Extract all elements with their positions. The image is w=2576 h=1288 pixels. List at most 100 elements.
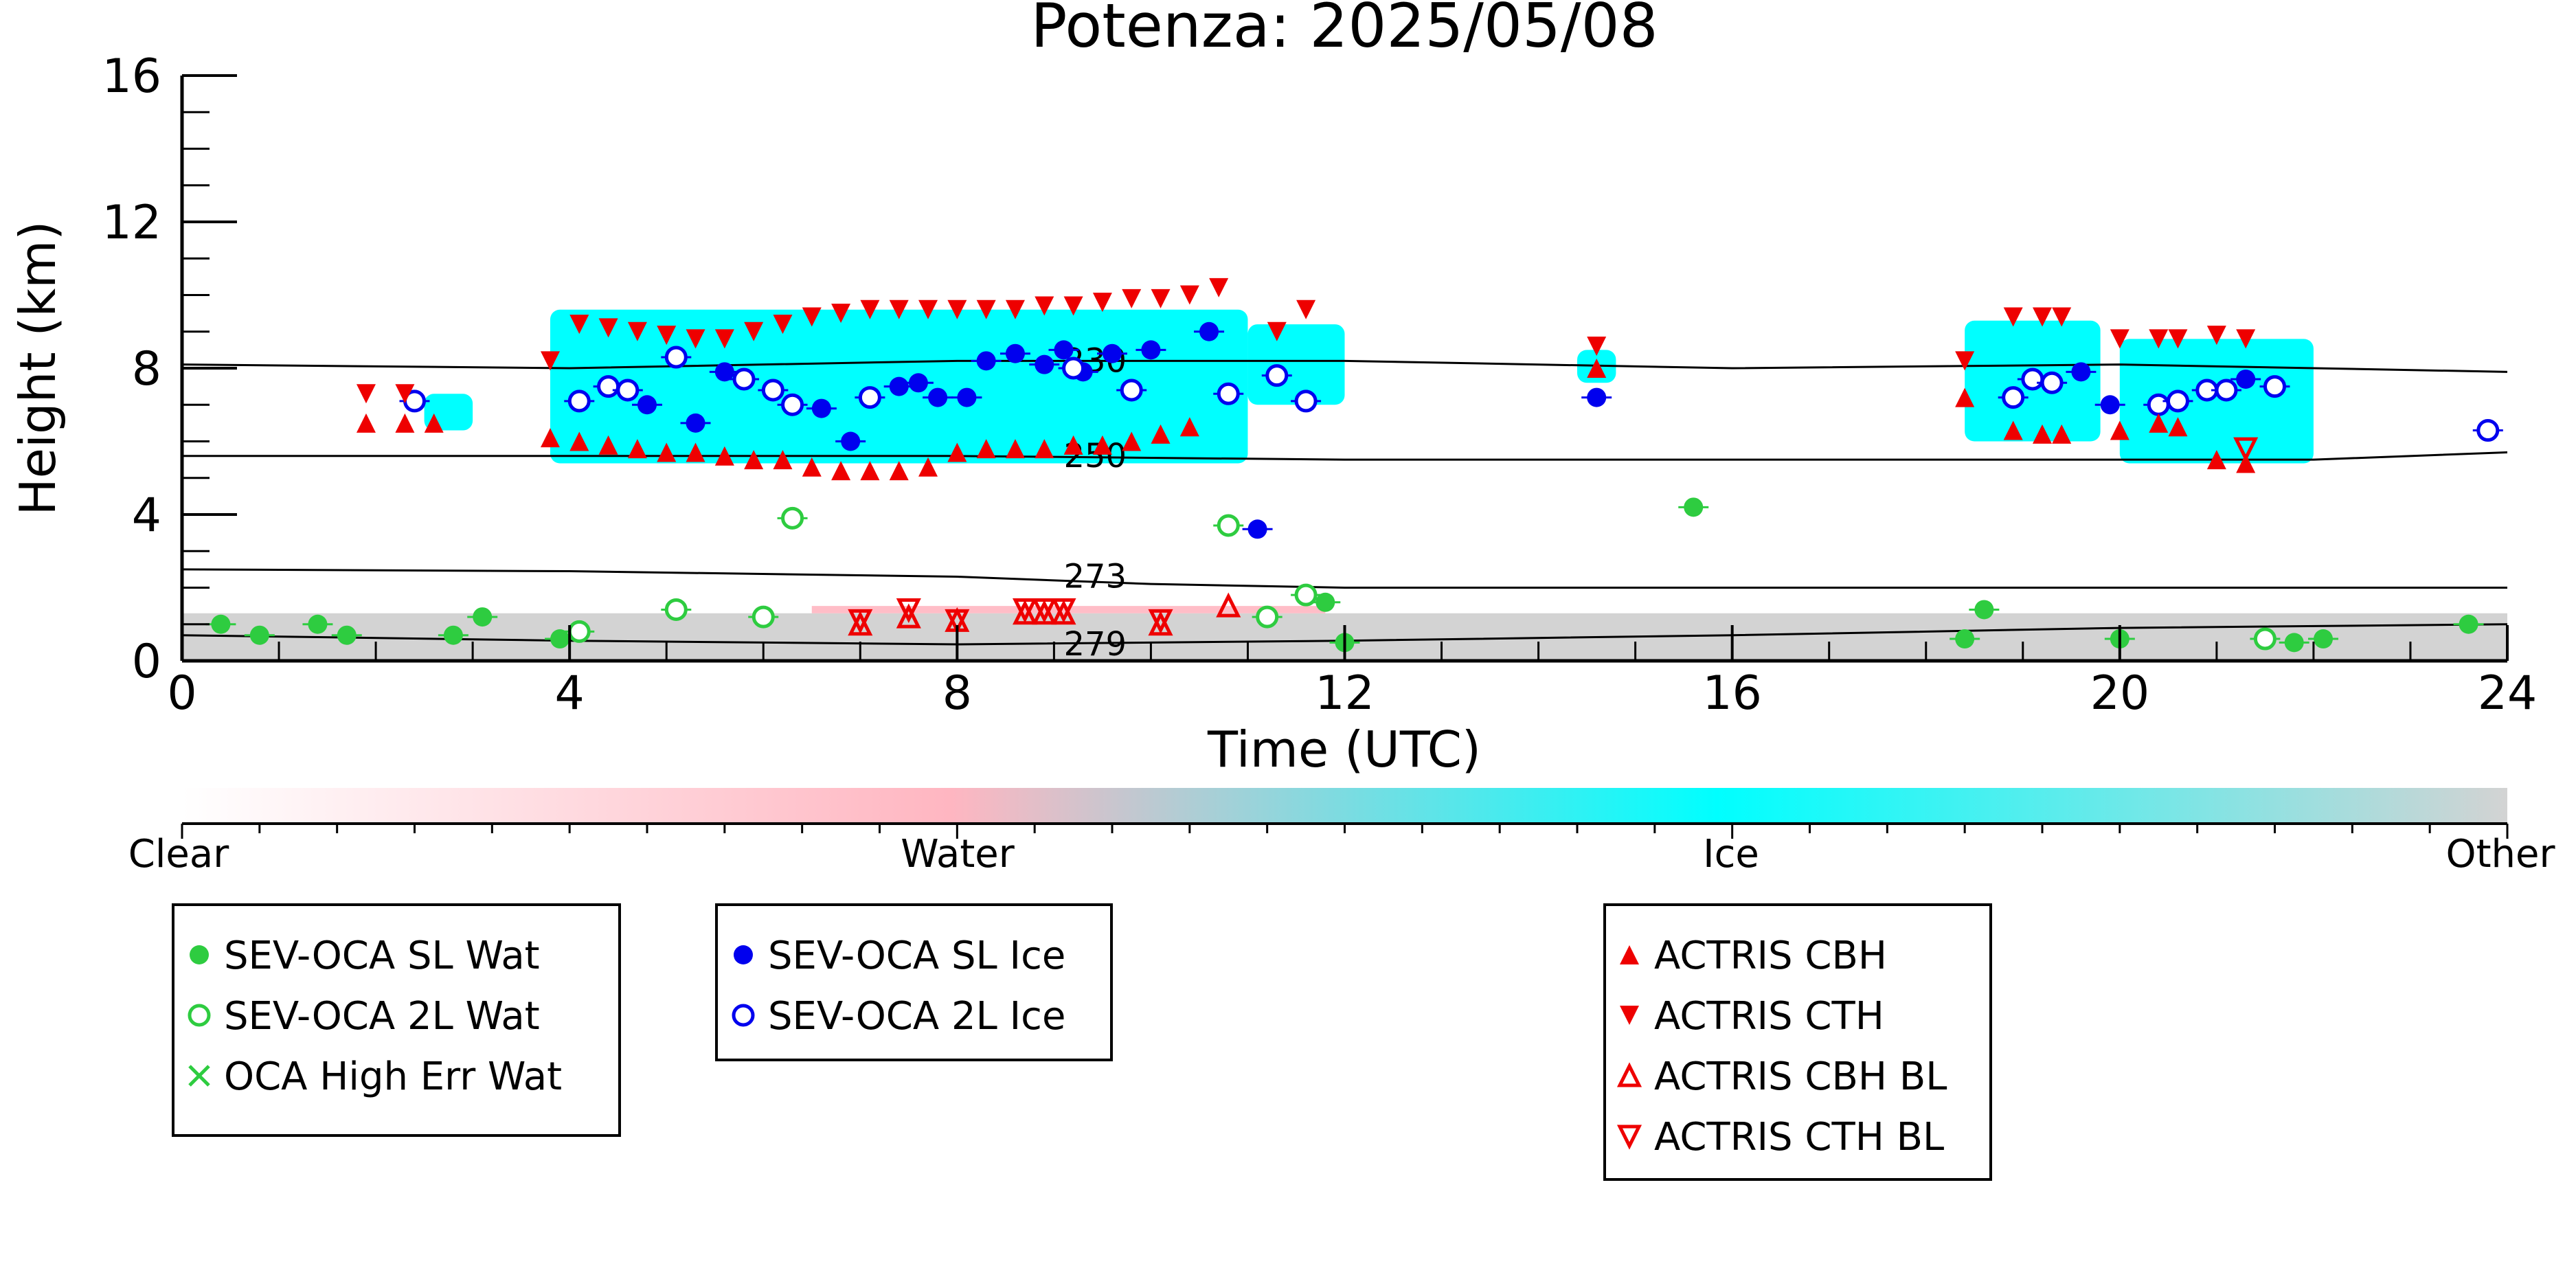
series-sev-oca-2l-wat xyxy=(564,506,2281,651)
data-point xyxy=(2021,368,2044,391)
data-point xyxy=(2236,329,2256,349)
legend-label: ACTRIS CTH BL xyxy=(1654,1115,1944,1160)
data-point xyxy=(249,625,269,645)
data-point xyxy=(2071,362,2091,382)
data-point xyxy=(1151,289,1171,308)
data-point xyxy=(2263,375,2286,398)
data-point xyxy=(2206,326,2226,346)
x-tick-label: 24 xyxy=(2478,666,2538,721)
legend-label: SEV-OCA SL Wat xyxy=(224,934,540,978)
y-tick-label: 12 xyxy=(102,196,161,250)
data-point xyxy=(2052,424,2072,444)
data-point xyxy=(2314,629,2334,649)
data-point xyxy=(841,431,861,451)
data-point xyxy=(2002,386,2025,409)
data-point xyxy=(1122,431,1142,451)
data-point xyxy=(1209,278,1229,297)
data-point xyxy=(831,461,851,481)
data-point xyxy=(908,373,928,393)
data-point xyxy=(1013,598,1038,624)
data-point xyxy=(1684,497,1704,517)
legend-box-water xyxy=(172,903,621,1137)
ice-region xyxy=(1247,324,1345,405)
data-point xyxy=(356,413,376,433)
data-point xyxy=(1265,364,1289,387)
data-point xyxy=(550,629,570,649)
chart-title: Potenza: 2025/05/08 xyxy=(1030,0,1658,61)
data-point xyxy=(308,614,328,634)
data-point xyxy=(2033,307,2052,327)
data-point xyxy=(1062,357,1085,380)
data-point xyxy=(2233,437,2259,462)
x-tick-label: 0 xyxy=(167,666,196,721)
data-point xyxy=(1587,359,1607,378)
data-point xyxy=(811,398,831,418)
legend-label: ACTRIS CBH xyxy=(1654,934,1887,978)
colorbar-label-water: Water xyxy=(901,832,1015,877)
data-markers xyxy=(205,278,2503,653)
y-axis-label: Height (km) xyxy=(9,221,67,516)
data-point xyxy=(896,603,921,629)
data-point xyxy=(567,389,591,413)
data-point xyxy=(1294,389,1318,413)
data-point xyxy=(1955,387,1975,407)
data-point xyxy=(1148,609,1173,635)
data-point xyxy=(657,442,677,462)
data-point xyxy=(567,620,591,643)
data-point xyxy=(2166,389,2189,413)
data-point xyxy=(1217,514,1240,537)
series-actris-cth xyxy=(356,278,2256,404)
data-point xyxy=(2003,420,2023,440)
data-point xyxy=(1035,439,1054,459)
data-point xyxy=(732,368,756,391)
data-point xyxy=(664,598,688,621)
legend-label: SEV-OCA 2L Wat xyxy=(224,994,540,1039)
data-point xyxy=(540,351,560,371)
x-tick-label: 8 xyxy=(942,666,972,721)
data-point xyxy=(657,326,677,346)
data-point xyxy=(848,609,873,635)
legend-label: ACTRIS CBH BL xyxy=(1654,1054,1947,1099)
legend-label: SEV-OCA SL Ice xyxy=(768,934,1065,978)
data-point xyxy=(714,329,734,349)
data-point xyxy=(889,300,909,319)
data-point xyxy=(1294,583,1318,607)
data-point xyxy=(395,384,415,404)
data-point xyxy=(976,351,996,371)
data-point xyxy=(889,461,909,481)
data-point xyxy=(928,387,948,407)
colorbar-label-other: Other xyxy=(2445,832,2555,877)
data-point xyxy=(1035,296,1054,316)
data-point xyxy=(1179,285,1199,305)
x-axis-label: Time (UTC) xyxy=(1207,721,1481,778)
x-tick-label: 20 xyxy=(2090,666,2150,721)
data-point xyxy=(2052,307,2072,327)
data-point xyxy=(918,457,938,477)
legend-label: ACTRIS CTH xyxy=(1654,994,1884,1039)
data-point xyxy=(945,609,970,635)
data-point xyxy=(802,307,822,327)
y-tick-label: 0 xyxy=(132,635,161,689)
data-point xyxy=(424,413,444,433)
data-point xyxy=(664,346,688,369)
data-point xyxy=(773,315,793,335)
data-point xyxy=(802,457,822,477)
data-point xyxy=(2236,369,2256,389)
data-point xyxy=(1103,343,1122,363)
data-point xyxy=(1035,354,1054,374)
data-point xyxy=(1122,289,1142,308)
data-point xyxy=(337,625,357,645)
data-point xyxy=(918,300,938,319)
data-point xyxy=(2110,420,2129,440)
data-point xyxy=(1267,321,1287,341)
colorbar-label-clear: Clear xyxy=(128,832,229,877)
series-actris-cbh xyxy=(356,359,2256,481)
data-point xyxy=(1051,598,1076,624)
data-point xyxy=(1296,300,1316,319)
data-point xyxy=(2149,413,2169,433)
legend-marker xyxy=(1616,1062,1642,1087)
data-point xyxy=(1063,296,1083,316)
data-point xyxy=(1216,592,1241,618)
data-point xyxy=(1120,379,1143,402)
